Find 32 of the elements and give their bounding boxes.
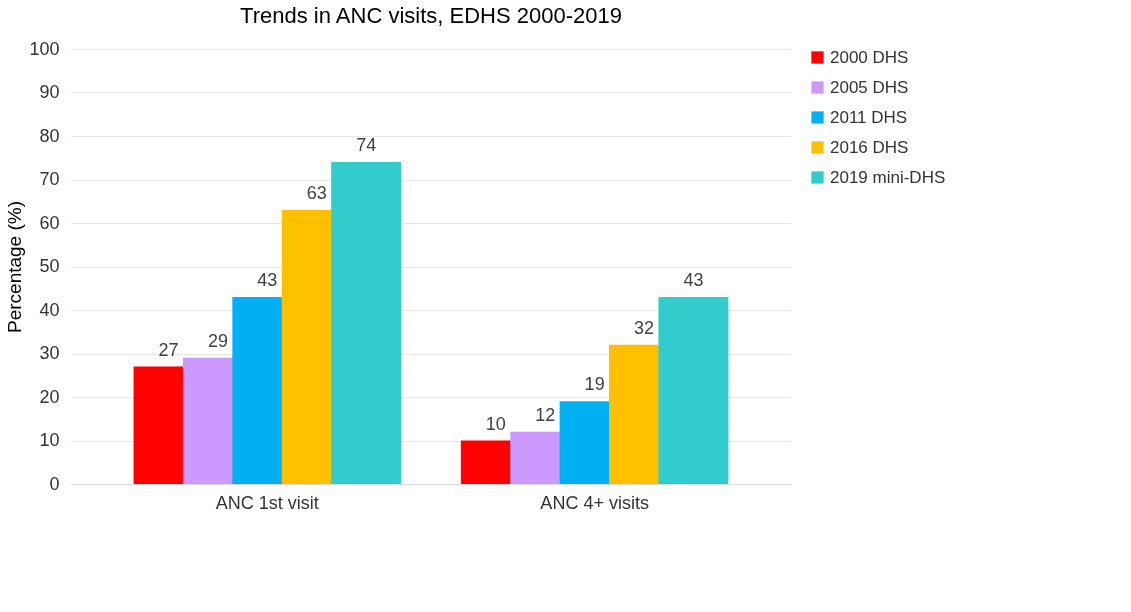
data-label: 43 xyxy=(257,269,278,290)
y-tick-label: 50 xyxy=(39,256,60,276)
data-label: 32 xyxy=(634,317,655,338)
legend-label: 2011 DHS xyxy=(830,107,908,127)
legend-label: 2000 DHS xyxy=(830,47,909,67)
y-tick-label: 0 xyxy=(49,473,60,494)
data-label: 43 xyxy=(683,269,704,290)
bar xyxy=(331,162,402,484)
x-tick-label: ANC 4+ visits xyxy=(540,492,649,513)
legend-label: 2016 DHS xyxy=(830,137,909,157)
y-tick-label: 60 xyxy=(39,212,60,233)
y-tick-label: 100 xyxy=(29,38,60,59)
chart-title: Trends in ANC visits, EDHS 2000-2019 xyxy=(240,3,622,28)
data-label: 74 xyxy=(356,135,377,156)
y-axis-title: Percentage (%) xyxy=(4,200,26,334)
data-label: 10 xyxy=(485,413,506,434)
y-tick-label: 10 xyxy=(39,430,60,450)
y-tick-label: 80 xyxy=(39,125,60,146)
y-tick-label: 70 xyxy=(39,169,60,189)
data-label: 12 xyxy=(535,404,556,425)
y-tick-label: 30 xyxy=(39,343,60,363)
data-label: 63 xyxy=(306,182,327,203)
legend-label: 2005 DHS xyxy=(830,77,909,97)
data-label: 19 xyxy=(584,374,605,395)
x-tick-label: ANC 1st visit xyxy=(215,492,319,513)
data-label: 29 xyxy=(207,330,228,351)
legend-label: 2019 mini-DHS xyxy=(830,167,946,187)
y-tick-label: 90 xyxy=(39,82,60,102)
y-tick-label: 40 xyxy=(39,299,60,320)
y-tick-label: 20 xyxy=(39,386,60,407)
bar xyxy=(658,296,729,484)
data-label: 27 xyxy=(158,339,179,360)
